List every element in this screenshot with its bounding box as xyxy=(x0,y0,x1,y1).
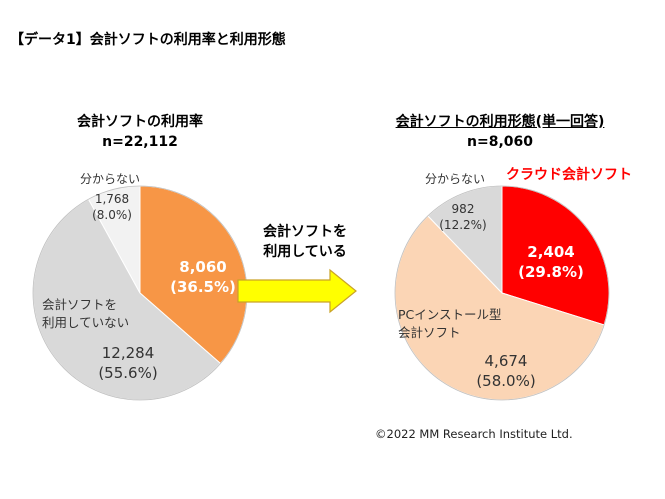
slice-value-not-used-group: 12,284 (55.6%) xyxy=(78,344,178,383)
slice-label-unknown-1: 1,768 (8.0%) xyxy=(82,192,142,223)
slice-name-installed-2: 会計ソフト xyxy=(398,324,461,340)
slice-value-installed-group: 4,674 (58.0%) xyxy=(456,352,556,391)
slice-percent-unknown-1: (8.0%) xyxy=(92,207,132,222)
slice-value-unknown-1: 1,768 xyxy=(94,192,130,206)
slice-name-installed-1: PCインストール型 xyxy=(398,307,502,322)
page-title: 【データ1】会計ソフトの利用率と利用形態 xyxy=(10,32,286,48)
slice-value-cloud: 2,404 xyxy=(527,243,575,261)
pie-outline xyxy=(394,185,610,401)
slice-value-installed: 4,674 xyxy=(484,352,528,370)
arrow-label-line1: 会計ソフトを xyxy=(263,224,347,240)
slice-percent-used: (36.5%) xyxy=(170,277,236,296)
slice-name-unknown-2: 分からない xyxy=(425,172,486,186)
chart-2-subtitle: n=8,060 xyxy=(467,134,533,150)
slice-value-unknown-2: 982 xyxy=(451,202,475,216)
slice-label-cloud: 2,404 (29.8%) xyxy=(506,243,596,282)
slice-name-unknown-1: 分からない xyxy=(80,172,141,186)
slice-percent-unknown-2: (12.2%) xyxy=(439,217,487,232)
slice-percent-not-used: (55.6%) xyxy=(98,363,158,382)
slice-percent-installed: (58.0%) xyxy=(476,371,536,390)
chart-2-title: 会計ソフトの利用形態(単一回答) xyxy=(395,114,605,130)
slice-label-used: 8,060 (36.5%) xyxy=(158,258,248,297)
slice-label-unknown-2: 982 (12.2%) xyxy=(433,202,493,233)
copyright: ©2022 MM Research Institute Ltd. xyxy=(375,427,573,441)
chart-1-subtitle: n=22,112 xyxy=(102,134,178,150)
slice-name-not-used-1: 会計ソフトを xyxy=(42,297,118,312)
arrow-shape xyxy=(237,268,357,314)
slice-name-cloud: クラウド会計ソフト xyxy=(506,167,632,183)
arrow-label: 会計ソフトを 利用している xyxy=(250,222,360,262)
slice-percent-cloud: (29.8%) xyxy=(518,262,584,281)
arrow-label-line2: 利用している xyxy=(263,244,347,260)
slice-name-not-used-2: 利用していない xyxy=(42,314,130,330)
slice-value-used: 8,060 xyxy=(179,258,227,276)
slice-label-not-used: 会計ソフトを 利用していない xyxy=(42,296,142,331)
slice-value-not-used: 12,284 xyxy=(101,344,155,362)
chart-1-title: 会計ソフトの利用率 xyxy=(77,114,203,130)
slice-label-installed: PCインストール型 会計ソフト xyxy=(398,306,518,341)
